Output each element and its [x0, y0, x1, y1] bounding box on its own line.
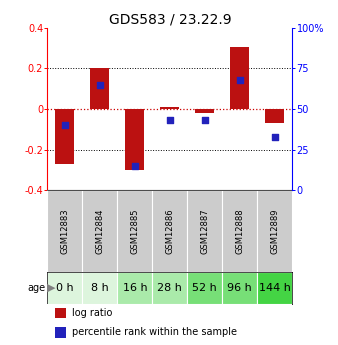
Bar [55, 109, 74, 164]
Text: log ratio: log ratio [72, 308, 112, 318]
Text: ▶: ▶ [47, 283, 55, 293]
Bar [265, 109, 285, 123]
Bar [187, 190, 222, 272]
Bar [90, 68, 110, 109]
Bar [187, 272, 222, 304]
Bar [257, 190, 292, 272]
Text: 8 h: 8 h [91, 283, 109, 293]
Bar [55, 307, 66, 318]
Text: 28 h: 28 h [158, 283, 182, 293]
Text: GSM12884: GSM12884 [95, 208, 104, 254]
Title: GDS583 / 23.22.9: GDS583 / 23.22.9 [108, 12, 231, 27]
Text: percentile rank within the sample: percentile rank within the sample [72, 327, 237, 337]
Bar [230, 47, 249, 109]
Bar [222, 190, 257, 272]
Bar [152, 190, 187, 272]
Bar [152, 272, 187, 304]
Point [62, 122, 68, 128]
Text: age: age [27, 283, 46, 293]
Text: 96 h: 96 h [227, 283, 252, 293]
Text: GSM12883: GSM12883 [60, 208, 69, 254]
Bar [195, 109, 215, 113]
Bar [82, 190, 117, 272]
Bar [47, 272, 82, 304]
Point [237, 77, 243, 82]
Point [202, 118, 208, 123]
Bar [222, 272, 257, 304]
Point [97, 82, 102, 87]
Text: GSM12887: GSM12887 [200, 208, 209, 254]
Text: 144 h: 144 h [259, 283, 291, 293]
Text: 52 h: 52 h [192, 283, 217, 293]
Bar [117, 272, 152, 304]
Text: 16 h: 16 h [123, 283, 147, 293]
Bar [160, 107, 179, 109]
Text: 0 h: 0 h [56, 283, 74, 293]
Bar [257, 272, 292, 304]
Bar [125, 109, 144, 170]
Point [167, 118, 173, 123]
Bar [82, 272, 117, 304]
Text: GSM12889: GSM12889 [270, 208, 280, 254]
Point [272, 134, 277, 139]
Text: GSM12886: GSM12886 [165, 208, 174, 254]
Point [132, 163, 138, 169]
Text: GSM12888: GSM12888 [235, 208, 244, 254]
Text: GSM12885: GSM12885 [130, 208, 139, 254]
Bar [55, 327, 66, 338]
Bar [117, 190, 152, 272]
Bar [47, 190, 82, 272]
